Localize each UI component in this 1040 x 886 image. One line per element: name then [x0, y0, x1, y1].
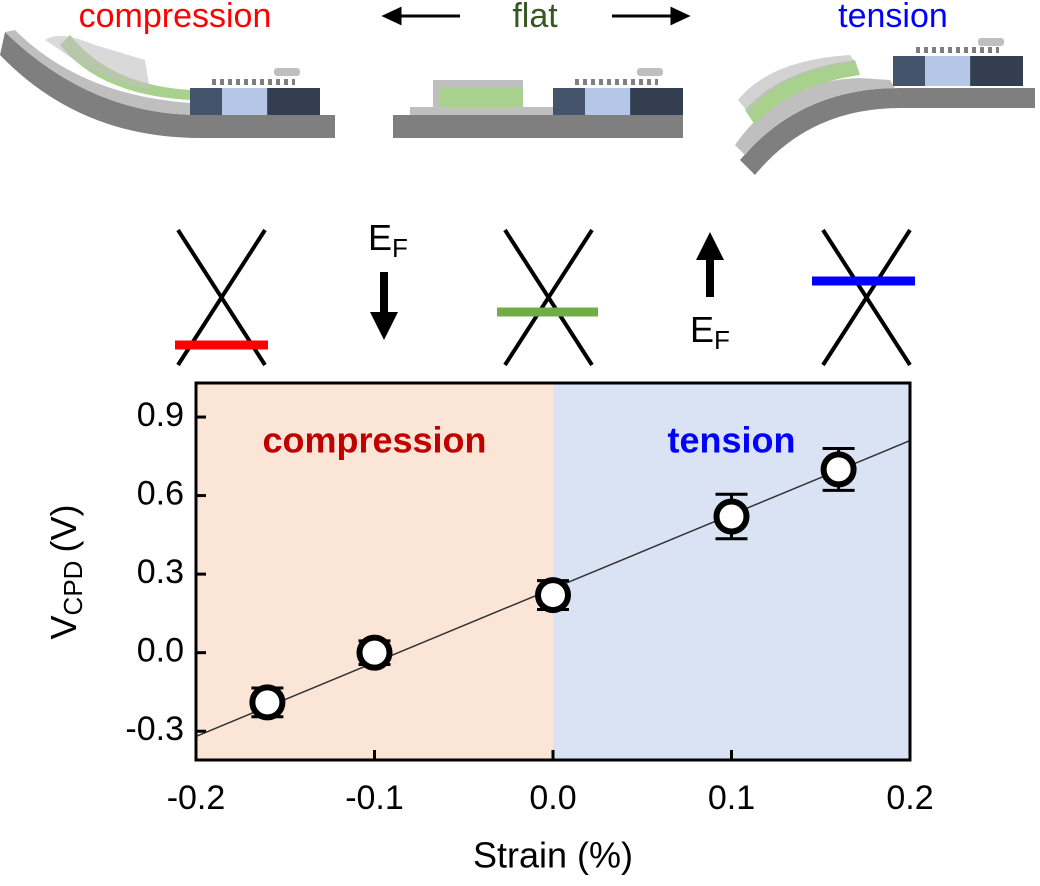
y-tick-label: 0.9 [137, 396, 184, 434]
plot-frame [194, 381, 912, 762]
point [249, 684, 286, 721]
diagram-label: flat [512, 0, 558, 35]
fermi-arrow-up [696, 232, 724, 297]
y-tick-label: 0.3 [137, 553, 184, 591]
diagram: compression flat tension [0, 0, 1035, 367]
device-compression [0, 30, 335, 138]
fermi-label: EF [368, 217, 408, 263]
arrows [381, 6, 691, 26]
x-axis-label: Strain (%) [473, 835, 633, 876]
point [535, 577, 571, 614]
y-tick-label: -0.3 [125, 710, 184, 748]
point [713, 498, 750, 535]
fermi-arrow-down [370, 272, 398, 340]
fermi-sub: F [392, 233, 408, 263]
point [820, 451, 857, 488]
y-tick-label: 0.6 [137, 475, 184, 513]
fermi-label: EF [690, 309, 730, 355]
x-tick-label: -0.1 [345, 779, 404, 817]
dirac-cones [176, 228, 912, 367]
point [356, 634, 393, 671]
y-label-sub: CPD [58, 561, 88, 616]
fermi-main: E [368, 217, 392, 258]
region-label: tension [667, 420, 795, 461]
diagram-label: tension [838, 0, 948, 35]
diagram-label: compression [79, 0, 272, 35]
y-tick-label: 0.0 [137, 632, 184, 670]
x-tick-label: -0.2 [167, 779, 226, 817]
device-tension [735, 38, 1035, 175]
region-label: compression [262, 420, 486, 461]
fermi-main: E [690, 309, 714, 350]
region [553, 383, 910, 760]
plot: compression tension -0.2 -0.1 0.0 0.1 0.2 -0.3 0… [125, 381, 934, 817]
device-flat [393, 68, 683, 138]
y-label-main: V [43, 615, 84, 639]
x-tick-label: 0.0 [529, 779, 576, 817]
fermi-sub: F [714, 325, 730, 355]
x-tick-label: 0.1 [708, 779, 755, 817]
x-tick-label: 0.2 [886, 779, 933, 817]
y-label-unit: (V) [43, 505, 84, 553]
y-axis-label: VCPD (V) [43, 505, 88, 640]
